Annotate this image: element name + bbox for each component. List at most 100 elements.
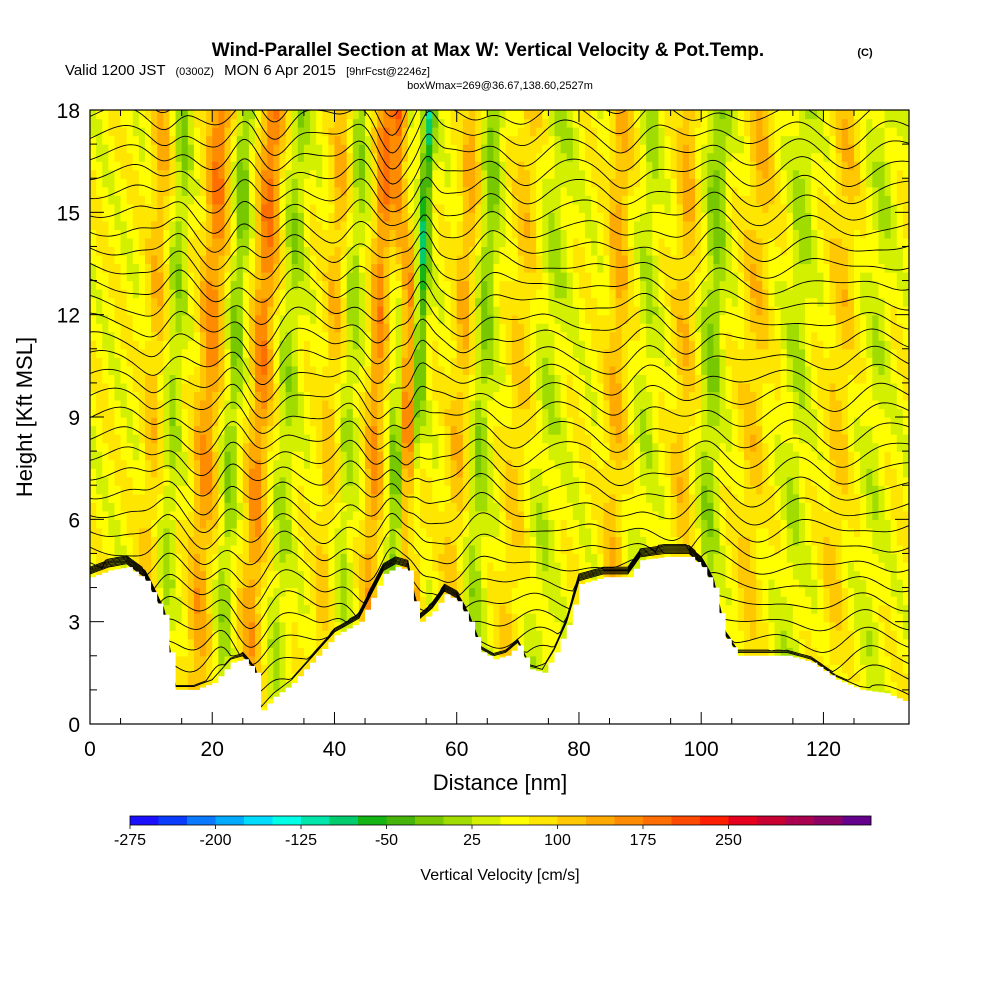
velocity-cell	[585, 408, 592, 418]
velocity-cell	[853, 596, 861, 606]
velocity-cell	[371, 570, 378, 580]
velocity-cell	[371, 408, 378, 418]
velocity-cell	[786, 451, 794, 461]
velocity-cell	[585, 442, 592, 452]
velocity-cell	[303, 638, 311, 648]
velocity-cell	[334, 408, 342, 418]
velocity-cell	[285, 664, 293, 674]
velocity-cell	[120, 459, 128, 469]
velocity-cell	[890, 544, 898, 555]
velocity-cell	[352, 519, 360, 529]
velocity-cell	[695, 476, 702, 486]
velocity-cell	[193, 596, 201, 606]
velocity-cell	[505, 553, 513, 563]
velocity-cell	[444, 570, 452, 580]
velocity-cell	[169, 519, 177, 529]
velocity-cell	[750, 570, 757, 580]
velocity-cell	[896, 451, 904, 461]
velocity-cell	[805, 408, 812, 418]
velocity-cell	[743, 408, 751, 418]
velocity-cell	[548, 638, 556, 648]
velocity-cell	[365, 476, 372, 486]
velocity-cell	[303, 587, 311, 597]
velocity-cell	[456, 485, 464, 495]
velocity-cell	[212, 476, 219, 486]
velocity-cell	[371, 425, 378, 435]
velocity-cell	[511, 417, 519, 427]
velocity-cell	[786, 621, 794, 631]
velocity-cell	[884, 579, 892, 589]
velocity-cell	[157, 536, 164, 546]
velocity-cell	[316, 596, 323, 606]
velocity-cell	[578, 510, 586, 520]
velocity-cell	[358, 493, 366, 503]
velocity-cell	[713, 502, 721, 512]
velocity-cell	[132, 519, 140, 529]
velocity-cell	[890, 596, 898, 606]
velocity-cell	[523, 434, 531, 444]
velocity-cell	[805, 630, 812, 640]
velocity-cell	[860, 459, 867, 469]
velocity-cell	[756, 510, 763, 520]
velocity-cell	[230, 596, 238, 606]
velocity-cell	[560, 493, 568, 503]
velocity-cell	[542, 655, 549, 665]
velocity-cell	[102, 493, 109, 503]
velocity-cell	[108, 502, 116, 512]
velocity-cell	[401, 510, 409, 520]
velocity-cell	[432, 527, 439, 537]
velocity-cell	[719, 596, 727, 606]
velocity-cell	[811, 587, 818, 597]
velocity-cell	[450, 493, 458, 503]
velocity-cell	[902, 434, 909, 444]
velocity-cell	[762, 434, 770, 444]
velocity-cell	[145, 425, 152, 435]
velocity-cell	[774, 417, 782, 427]
velocity-cell	[786, 638, 794, 648]
velocity-cell	[768, 613, 776, 623]
velocity-cell	[737, 553, 745, 563]
velocity-cell	[157, 587, 164, 597]
velocity-cell	[322, 604, 329, 614]
velocity-cell	[334, 536, 342, 546]
velocity-cell	[236, 527, 244, 537]
velocity-cell	[756, 621, 763, 631]
velocity-cell	[310, 621, 317, 631]
velocity-cell	[248, 459, 256, 469]
velocity-cell	[517, 630, 525, 640]
velocity-cell	[328, 596, 336, 606]
velocity-cell	[187, 459, 195, 469]
velocity-cell	[310, 451, 317, 461]
velocity-cell	[847, 536, 855, 546]
velocity-cell	[823, 604, 831, 614]
velocity-cell	[725, 621, 733, 631]
velocity-cell	[279, 417, 287, 427]
velocity-cell	[432, 476, 439, 486]
velocity-cell	[328, 451, 336, 461]
velocity-cell	[468, 579, 476, 589]
velocity-cell	[248, 493, 256, 503]
velocity-cell	[255, 647, 262, 657]
velocity-cell	[371, 553, 378, 563]
velocity-cell	[817, 408, 825, 418]
velocity-cell	[841, 672, 849, 682]
velocity-cell	[511, 493, 519, 503]
velocity-cell	[200, 664, 207, 674]
velocity-cell	[242, 485, 250, 495]
velocity-cell	[432, 425, 439, 435]
velocity-cell	[450, 459, 458, 469]
velocity-cell	[493, 604, 501, 614]
velocity-cell	[297, 613, 305, 623]
velocity-cell	[242, 570, 250, 580]
velocity-cell	[444, 459, 452, 469]
velocity-cell	[737, 638, 745, 648]
velocity-cell	[823, 459, 831, 469]
velocity-cell	[248, 638, 256, 648]
velocity-cell	[475, 570, 482, 580]
velocity-cell	[267, 485, 274, 495]
velocity-cell	[817, 476, 825, 486]
velocity-cell	[426, 561, 433, 572]
velocity-cell	[548, 459, 556, 469]
velocity-cell	[786, 493, 794, 503]
velocity-cell	[780, 476, 788, 486]
